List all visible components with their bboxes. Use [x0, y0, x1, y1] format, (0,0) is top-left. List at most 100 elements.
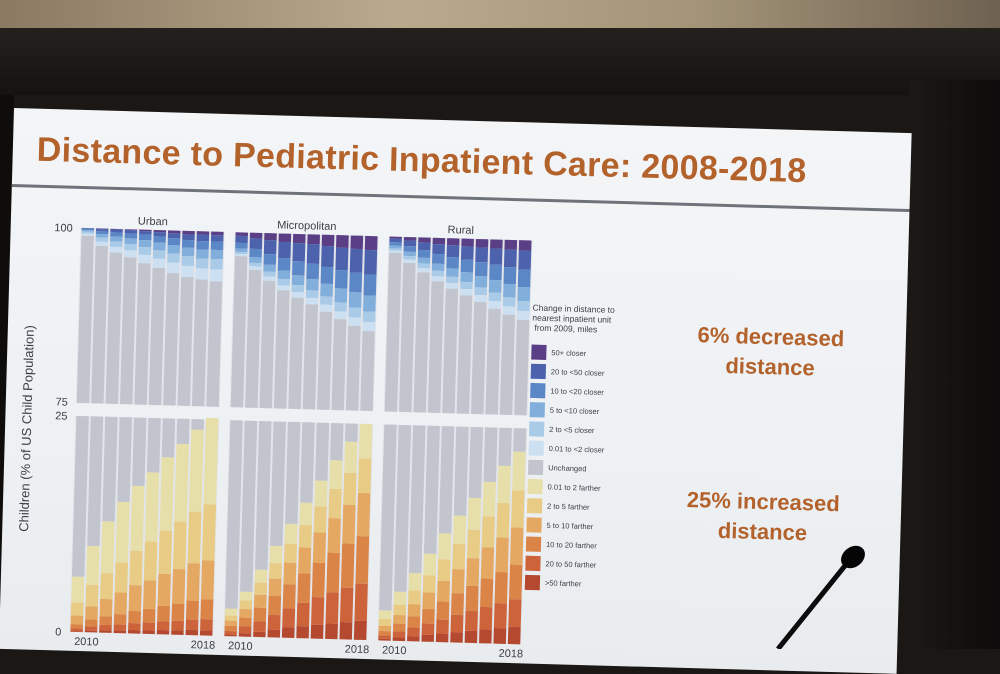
bar-2-1-closer-4	[403, 256, 415, 260]
bar-2-1-farther-0	[394, 592, 407, 605]
bar-2-4-farther-4	[436, 620, 449, 634]
bar-1-4-closer-0	[293, 234, 306, 243]
bar-1-9-closer-4	[363, 311, 376, 322]
legend-swatch-6	[528, 460, 543, 475]
bar-0-2-closer-3	[110, 236, 123, 241]
bar-0-2-farther-0	[101, 521, 115, 573]
bar-0-2-farther-2	[100, 599, 113, 617]
bar-1-9-unchanged-top	[360, 331, 375, 411]
bar-2-3-farther-4	[422, 623, 435, 635]
bar-2-7-closer-3	[489, 280, 502, 293]
bar-0-8-farther-1	[188, 511, 202, 563]
bar-2-4-closer-0	[447, 238, 460, 245]
bar-2-5-unchanged-bottom	[454, 426, 469, 515]
bar-1-0-closer-5	[235, 254, 247, 256]
bar-0-1-farther-5	[85, 630, 97, 632]
bar-2-1-closer-3	[403, 252, 416, 257]
curtain-right	[910, 80, 1000, 649]
bar-1-8-farther-3	[341, 543, 355, 587]
bar-0-1-farther-2	[85, 606, 98, 619]
bar-2-8-closer-4	[503, 297, 516, 306]
bar-2-4-closer-2	[446, 257, 459, 269]
bar-2-7-unchanged-bottom	[484, 427, 498, 482]
bar-2-0-closer-0	[389, 237, 401, 239]
bar-1-1-closer-2	[249, 249, 262, 258]
bar-2-6-closer-1	[475, 247, 488, 262]
bar-0-3-farther-1	[115, 562, 128, 593]
bar-1-2-closer-1	[264, 240, 277, 254]
bar-0-5-unchanged-bottom	[147, 418, 161, 473]
bar-2-2-farther-3	[407, 616, 420, 628]
panel-title-urban: Urban	[138, 216, 168, 229]
bar-0-7-farther-1	[173, 521, 187, 569]
bar-0-1-closer-4	[96, 237, 109, 242]
bar-1-8-closer-0	[350, 235, 363, 249]
xtick-2-start: 2010	[382, 644, 407, 657]
bar-0-0-closer-4	[82, 231, 94, 233]
legend-swatch-2	[530, 383, 545, 398]
legend-swatch-4	[529, 421, 544, 436]
bar-2-2-farther-0	[408, 573, 421, 591]
bar-2-9-closer-0	[519, 240, 532, 251]
legend-label-1: 20 to <50 closer	[551, 367, 605, 378]
bar-0-8-farther-4	[186, 619, 199, 630]
bar-2-9-farther-1	[511, 490, 524, 527]
bar-2-7-farther-4	[479, 607, 492, 630]
bar-2-2-closer-2	[418, 250, 431, 258]
bar-0-6-closer-2	[168, 238, 181, 245]
bar-1-9-farther-5	[354, 621, 367, 640]
bar-2-8-unchanged-bottom	[498, 428, 511, 466]
bar-1-1-closer-5	[249, 266, 261, 270]
bar-0-9-farther-0	[204, 418, 219, 505]
bar-1-8-closer-1	[350, 249, 363, 273]
bar-1-5-farther-0	[299, 502, 312, 525]
bar-0-9-farther-4	[200, 619, 213, 631]
bar-2-0-closer-3	[389, 246, 401, 249]
bar-0-3-closer-2	[125, 233, 138, 238]
bar-2-2-closer-0	[418, 237, 431, 242]
bar-0-6-farther-2	[158, 574, 171, 606]
bar-1-3-farther-1	[269, 563, 282, 579]
bar-2-0-farther-3	[378, 631, 391, 636]
bar-2-6-farther-0	[468, 498, 481, 530]
bar-0-7-closer-2	[182, 240, 195, 248]
bar-0-6-closer-4	[167, 253, 180, 262]
bar-1-6-closer-0	[322, 235, 335, 247]
bar-1-8-farther-4	[340, 587, 353, 622]
bar-2-5-farther-1	[452, 544, 465, 569]
bar-1-9-farther-2	[357, 493, 371, 537]
bar-1-9-closer-2	[364, 274, 377, 295]
bar-1-3-closer-0	[279, 233, 292, 242]
note-increased-line1: 25% increased	[663, 484, 864, 520]
bar-2-2-farther-2	[408, 604, 421, 616]
bar-2-3-closer-3	[432, 264, 445, 271]
bar-2-9-closer-5	[517, 311, 530, 320]
bar-1-1-farther-3	[239, 617, 252, 626]
bar-2-3-closer-2	[432, 254, 445, 264]
bar-1-8-closer-4	[348, 308, 361, 318]
bar-0-9-closer-2	[211, 241, 224, 250]
bar-0-1-farther-4	[85, 626, 98, 631]
bar-2-5-closer-4	[460, 282, 473, 289]
bar-2-4-farther-3	[436, 601, 449, 619]
bar-0-0-farther-0	[71, 577, 84, 603]
bar-0-1-farther-0	[86, 546, 99, 585]
bar-2-3-farther-0	[423, 553, 436, 575]
bar-2-1-closer-5	[403, 259, 415, 263]
bar-0-0-closer-5	[81, 234, 93, 236]
bar-1-5-farther-3	[297, 573, 310, 603]
bar-1-2-farther-1	[254, 582, 267, 594]
bar-1-7-farther-4	[326, 592, 339, 623]
bar-0-2-closer-4	[110, 241, 123, 247]
bar-1-8-farther-5	[339, 622, 352, 640]
bar-1-4-farther-0	[285, 524, 298, 544]
bar-2-6-farther-4	[465, 611, 478, 631]
bar-2-4-closer-3	[446, 268, 459, 277]
bar-0-4-closer-5	[138, 255, 151, 264]
bar-1-5-closer-5	[306, 298, 319, 305]
bar-2-8-farther-4	[494, 603, 507, 628]
bar-0-5-farther-3	[143, 609, 156, 623]
bar-0-0-farther-3	[70, 624, 83, 629]
bar-1-0-closer-4	[235, 252, 247, 254]
bar-2-8-closer-0	[504, 240, 517, 250]
